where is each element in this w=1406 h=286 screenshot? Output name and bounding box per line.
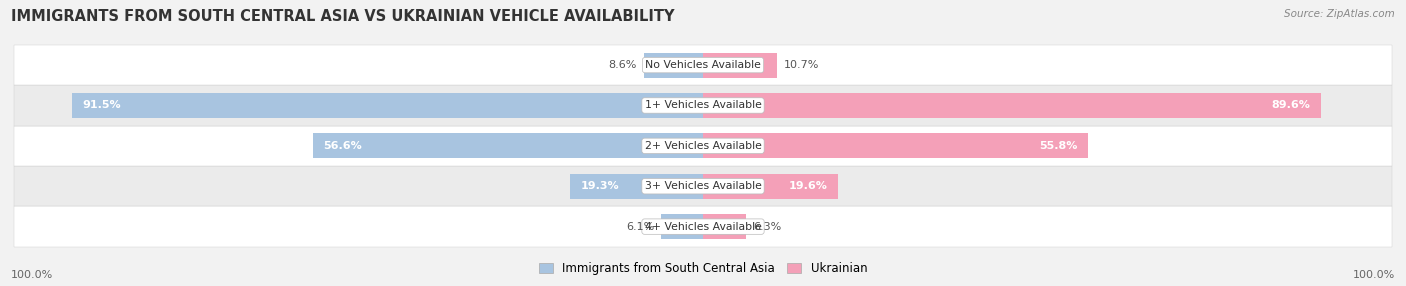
Text: No Vehicles Available: No Vehicles Available — [645, 60, 761, 70]
Text: 89.6%: 89.6% — [1271, 100, 1310, 110]
Bar — [703, 214, 747, 239]
Text: 55.8%: 55.8% — [1039, 141, 1077, 151]
Text: 19.6%: 19.6% — [789, 181, 828, 191]
Text: 2+ Vehicles Available: 2+ Vehicles Available — [644, 141, 762, 151]
Text: 100.0%: 100.0% — [11, 270, 53, 280]
Text: IMMIGRANTS FROM SOUTH CENTRAL ASIA VS UKRAINIAN VEHICLE AVAILABILITY: IMMIGRANTS FROM SOUTH CENTRAL ASIA VS UK… — [11, 9, 675, 23]
Text: 3+ Vehicles Available: 3+ Vehicles Available — [644, 181, 762, 191]
Bar — [703, 93, 1320, 118]
Text: 91.5%: 91.5% — [83, 100, 121, 110]
Text: 10.7%: 10.7% — [783, 60, 820, 70]
Text: 56.6%: 56.6% — [323, 141, 361, 151]
Bar — [14, 126, 1392, 166]
Bar — [14, 206, 1392, 247]
Text: 6.3%: 6.3% — [754, 222, 782, 232]
Text: 6.1%: 6.1% — [626, 222, 654, 232]
Text: Source: ZipAtlas.com: Source: ZipAtlas.com — [1284, 9, 1395, 19]
Bar — [661, 214, 703, 239]
Text: 4+ Vehicles Available: 4+ Vehicles Available — [644, 222, 762, 232]
Text: 1+ Vehicles Available: 1+ Vehicles Available — [644, 100, 762, 110]
Bar — [14, 45, 1392, 85]
Bar — [703, 53, 776, 78]
Text: 8.6%: 8.6% — [609, 60, 637, 70]
Bar — [72, 93, 703, 118]
Text: 100.0%: 100.0% — [1353, 270, 1395, 280]
Text: 19.3%: 19.3% — [581, 181, 619, 191]
Bar — [14, 85, 1392, 126]
Legend: Immigrants from South Central Asia, Ukrainian: Immigrants from South Central Asia, Ukra… — [534, 258, 872, 280]
Bar — [14, 166, 1392, 206]
Bar — [314, 133, 703, 158]
Bar — [569, 174, 703, 199]
Bar — [703, 133, 1088, 158]
Bar — [703, 174, 838, 199]
Bar — [644, 53, 703, 78]
